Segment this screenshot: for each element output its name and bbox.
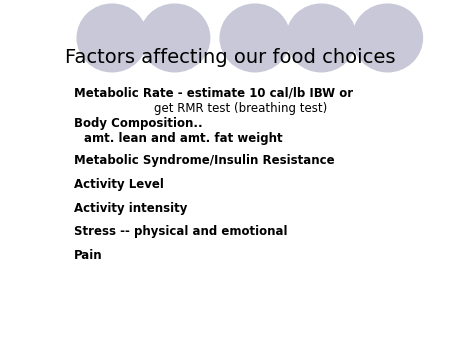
Text: amt. lean and amt. fat weight: amt. lean and amt. fat weight bbox=[84, 132, 283, 145]
Text: Body Composition..: Body Composition.. bbox=[74, 117, 202, 130]
Text: Pain: Pain bbox=[74, 249, 102, 262]
Ellipse shape bbox=[77, 4, 147, 72]
Text: Factors affecting our food choices: Factors affecting our food choices bbox=[65, 48, 396, 67]
Ellipse shape bbox=[140, 4, 210, 72]
Text: Activity Level: Activity Level bbox=[74, 178, 163, 192]
Text: get RMR test (breathing test): get RMR test (breathing test) bbox=[154, 102, 327, 115]
Ellipse shape bbox=[287, 4, 356, 72]
Text: Metabolic Syndrome/Insulin Resistance: Metabolic Syndrome/Insulin Resistance bbox=[74, 154, 334, 167]
Text: Stress -- physical and emotional: Stress -- physical and emotional bbox=[74, 225, 287, 238]
Ellipse shape bbox=[353, 4, 423, 72]
Text: Activity intensity: Activity intensity bbox=[74, 202, 187, 215]
Text: Metabolic Rate - estimate 10 cal/lb IBW or: Metabolic Rate - estimate 10 cal/lb IBW … bbox=[74, 86, 353, 99]
Ellipse shape bbox=[220, 4, 290, 72]
